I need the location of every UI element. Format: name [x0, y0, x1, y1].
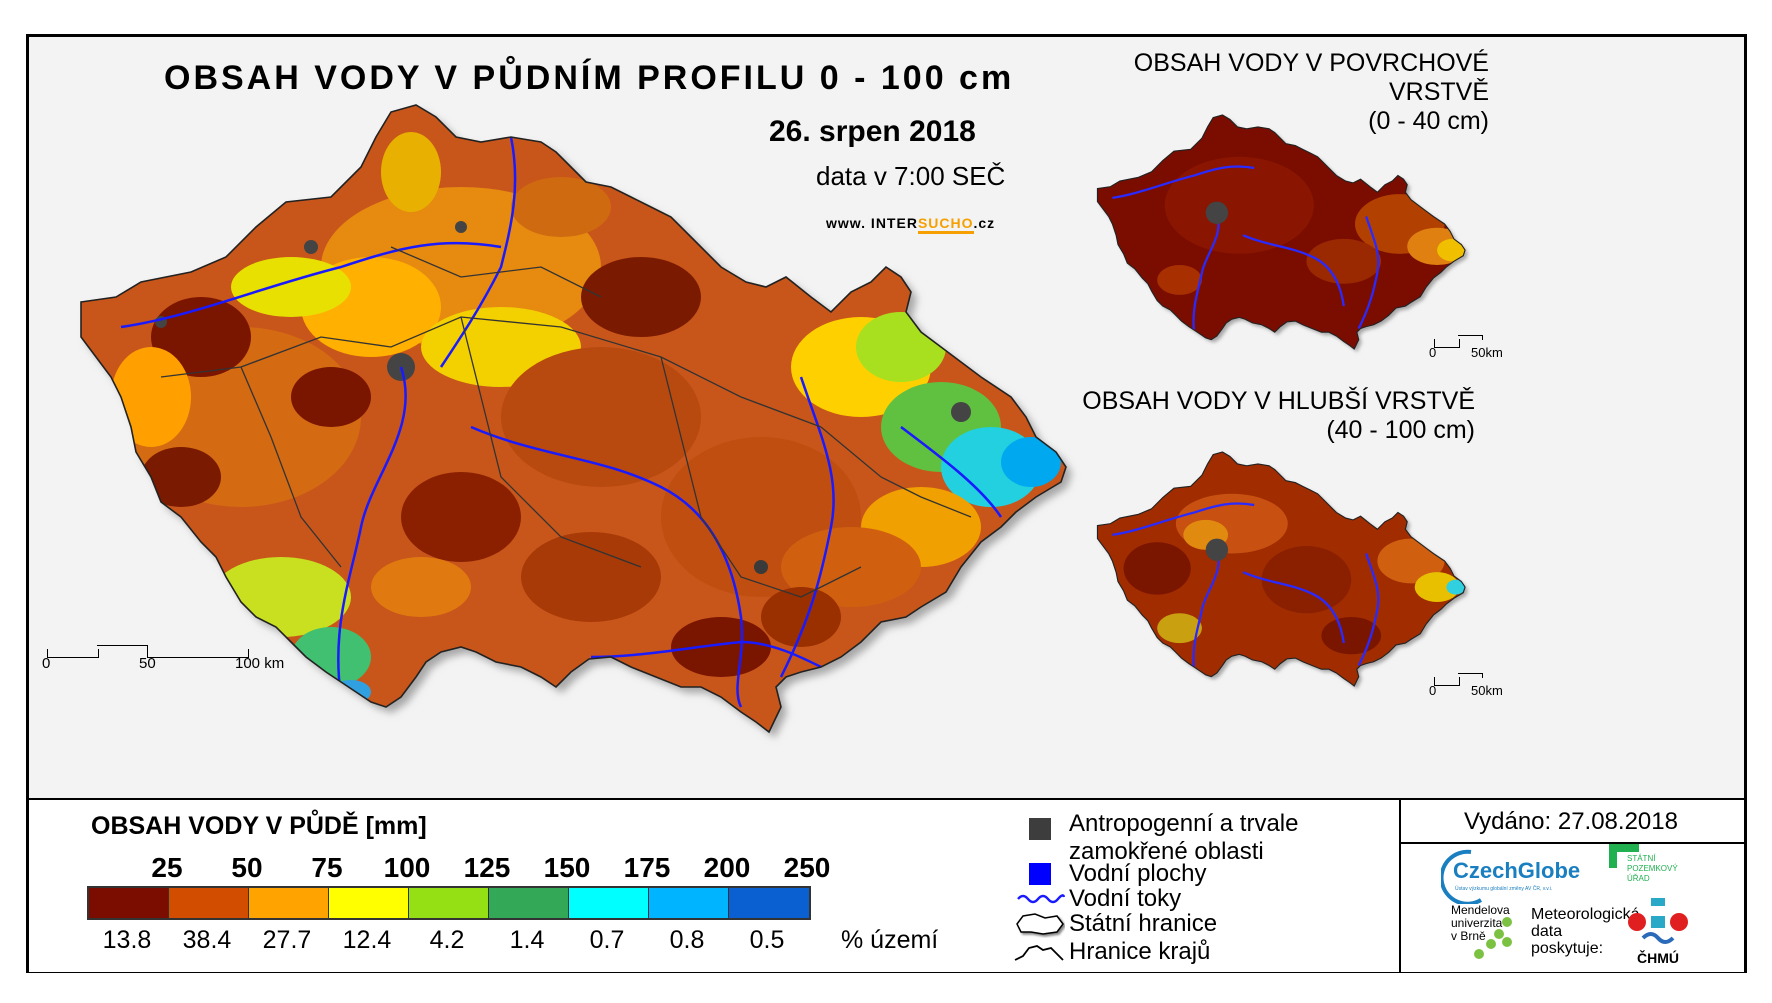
- inset-deep-map: [1096, 451, 1466, 687]
- legend-percent-value: 0.7: [589, 926, 625, 954]
- mendel-dots-icon: [1474, 917, 1512, 959]
- legend-swatch: [169, 888, 249, 918]
- spu-logo-icon: [1609, 844, 1639, 868]
- czechglobe-logo: CzechGlobe: [1453, 858, 1581, 883]
- inset-surface-map: [1096, 114, 1466, 350]
- legend-state-border: Státní hranice: [1016, 910, 1217, 938]
- legend-break-value: 25: [151, 852, 183, 883]
- main-map-title: OBSAH VODY V PŮDNÍM PROFILU 0 - 100 cm: [164, 59, 1015, 97]
- inset-surface-title: OBSAH VODY V POVRCHOVÉ VRSTVĚ (0 - 40 cm…: [1133, 49, 1489, 135]
- legend-swatch: [409, 888, 489, 918]
- legend-region-border: Hranice krajů: [1014, 938, 1210, 966]
- legend-break-value: 75: [311, 852, 343, 883]
- meteo-credit: Meteorologická data poskytuje:: [1531, 906, 1640, 957]
- legend-percent-value: 4.2: [429, 926, 465, 954]
- website-link[interactable]: www. INTERSUCHO.cz: [826, 215, 995, 234]
- czechglobe-subtitle: Ústav výzkumu globální změny AV ČR, v.v.…: [1455, 886, 1553, 892]
- legend-percent-value: 0.8: [669, 926, 705, 954]
- legend-swatch: [729, 888, 809, 918]
- state-border-icon: [1016, 913, 1064, 935]
- legend-percent-value: 13.8: [102, 926, 152, 954]
- legend-percent-value: 38.4: [182, 926, 232, 954]
- issued-date: Vydáno: 27.08.2018: [1464, 808, 1678, 835]
- legend-streams: Vodní toky: [1017, 885, 1181, 913]
- data-time: data v 7:00 SEČ: [816, 161, 1006, 191]
- legend-anthropogenic: Antropogenní a trvale zamokřené oblasti: [1029, 810, 1299, 866]
- issued-box: Vydáno: 27.08.2018: [1399, 800, 1746, 844]
- legend-swatch: [649, 888, 729, 918]
- legend-percent-value: 12.4: [342, 926, 392, 954]
- legend-swatch: [489, 888, 569, 918]
- logos-panel: CzechGlobe Ústav výzkumu globální změny …: [1399, 842, 1746, 972]
- legend-panel: OBSAH VODY V PŮDĚ [mm] 25 50 75 100 125 150 17…: [29, 798, 1746, 972]
- legend-break-value: 250: [783, 852, 831, 883]
- main-soil-water-map: [80, 104, 1067, 733]
- legend-percent-value: 1.4: [509, 926, 545, 954]
- legend-break-value: 100: [383, 852, 431, 883]
- legend-swatch: [329, 888, 409, 918]
- legend-break-value: 175: [623, 852, 671, 883]
- legend-break-value: 150: [543, 852, 591, 883]
- legend-title: OBSAH VODY V PŮDĚ [mm]: [91, 812, 427, 840]
- legend-percent-value: 0.5: [749, 926, 785, 954]
- inset-deep-title: OBSAH VODY V HLUBŠÍ VRSTVĚ (40 - 100 cm): [1082, 387, 1475, 444]
- percent-label: % území: [841, 926, 939, 954]
- legend-percent-value: 27.7: [262, 926, 312, 954]
- region-border-icon: [1014, 945, 1064, 961]
- legend-break-value: 200: [703, 852, 751, 883]
- anthropogenic-swatch-icon: [1029, 818, 1051, 840]
- stream-line-icon: [1017, 894, 1065, 904]
- legend-water-bodies: Vodní plochy: [1029, 860, 1206, 888]
- czechglobe-logo-icon: [1441, 849, 1483, 904]
- map-date: 26. srpen 2018: [769, 115, 976, 148]
- legend-break-value: 50: [231, 852, 263, 883]
- legend-break-value: 125: [463, 852, 511, 883]
- legend-swatch: [569, 888, 649, 918]
- map-frame: OBSAH VODY V PŮDNÍM PROFILU 0 - 100 cm 2…: [26, 34, 1747, 973]
- legend-swatch: [89, 888, 169, 918]
- legend-swatch: [249, 888, 329, 918]
- water-swatch-icon: [1029, 863, 1051, 885]
- legend-color-scale: [87, 886, 811, 920]
- chmu-logo-icon: [1628, 898, 1688, 944]
